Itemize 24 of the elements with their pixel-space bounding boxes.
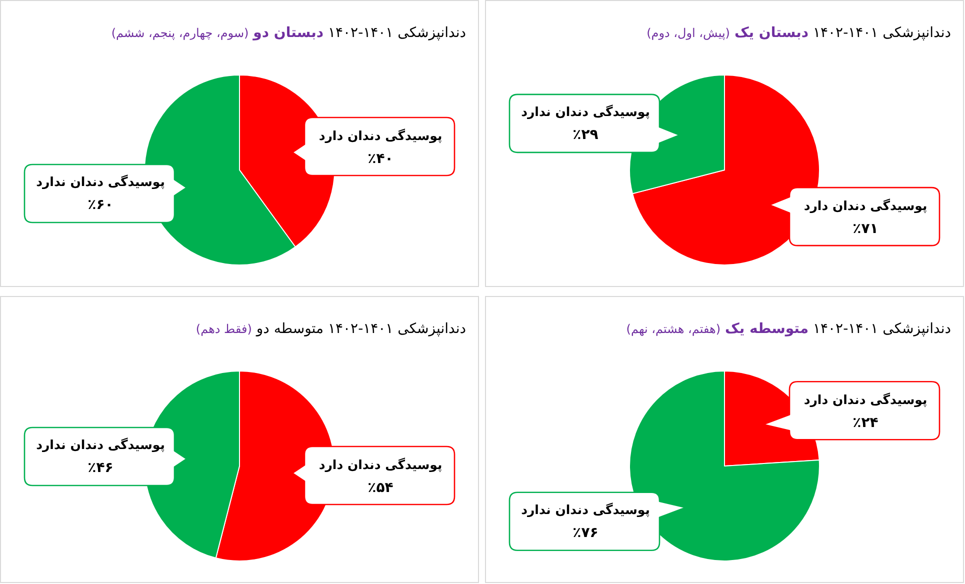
chart-title: دندانپزشکی ۱۴۰۱-۱۴۰۲ دبستان یک [734,25,951,41]
data-label: ٪۷۶ [572,524,600,544]
data-label: ٪۲۴ [852,414,880,433]
data-label: ٪۶۰ [86,196,114,216]
slice-label: پوسیدگی دندان دارد [802,390,928,409]
slice-label: پوسیدگی دندان ندارد [35,173,166,192]
chart-title: دندانپزشکی ۱۴۰۱-۱۴۰۲ متوسطه یک [725,321,951,337]
slice-label: پوسیدگی دندان دارد [318,456,444,474]
chart-subtitle: (پیش، اول، دوم) [646,26,730,40]
chart-subtitle: (هفتم، هشتم، نهم) [626,322,721,336]
chart-subtitle: (سوم، چهارم، پنجم، ششم) [111,26,249,40]
data-label: ٪۴۶ [86,459,114,478]
chart-title: دندانپزشکی ۱۴۰۱-۱۴۰۲ دبستان دو [253,25,466,41]
slice-label: پوسیدگی دندان دارد [318,126,444,145]
data-label: ٪۴۰ [366,150,394,168]
slice-label: پوسیدگی دندان دارد [802,196,928,215]
chart-subtitle: (فقط دهم) [196,322,252,336]
chart-title: دندانپزشکی ۱۴۰۱-۱۴۰۲ متوسطه دو [256,321,466,337]
slice-label: پوسیدگی دندان ندارد [520,103,651,122]
slice-label: پوسیدگی دندان ندارد [520,501,651,520]
data-label: ٪۲۹ [572,126,600,146]
data-label: ٪۷۱ [852,220,880,239]
slice-label: پوسیدگی دندان ندارد [35,436,166,454]
data-label: ٪۵۴ [366,478,394,498]
